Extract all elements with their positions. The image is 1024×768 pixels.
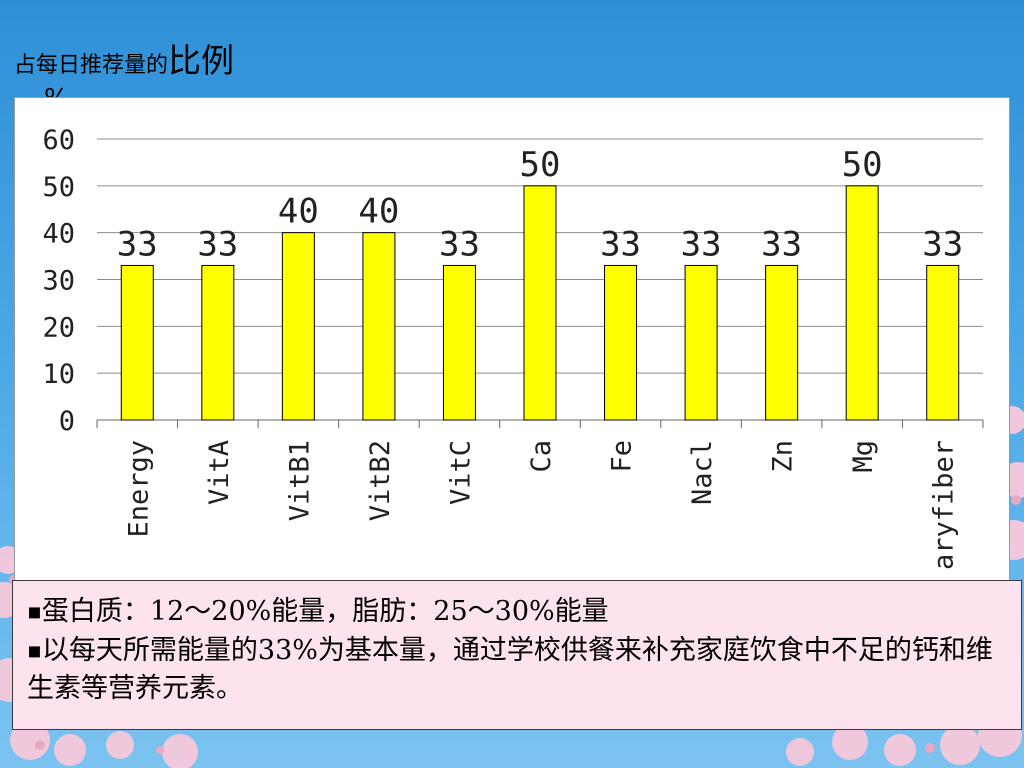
x-tick-label: VitA (204, 440, 235, 505)
note-text-protein: 蛋白质：12～20%能量，脂肪：25～30%能量 (41, 596, 609, 627)
y-tick-label: 40 (42, 219, 75, 250)
data-label: 33 (600, 224, 641, 264)
x-tick-label: Mg (848, 440, 879, 473)
bar (765, 264, 799, 421)
x-tick-label: Ca (526, 440, 557, 473)
y-tick-label: 10 (42, 359, 75, 390)
x-tick-label: Fe (607, 440, 638, 473)
chart-title-big: 比例 (168, 41, 235, 80)
y-tick-label: 20 (42, 312, 75, 343)
bar (523, 185, 557, 421)
x-tick-label: VitC (445, 440, 476, 505)
bar (442, 264, 476, 421)
bullet-icon: ▪ (27, 599, 42, 625)
x-tick-label: VitB2 (365, 440, 396, 521)
data-label: 50 (842, 145, 883, 185)
note-box: ▪蛋白质：12～20%能量，脂肪：25～30%能量 ▪以每天所需能量的33%为基… (12, 580, 1022, 730)
x-tick-label: Energy (123, 440, 154, 538)
data-label: 40 (358, 192, 399, 232)
bar (926, 264, 960, 421)
bar-chart: 0 10 20 30 40 50 60 33 Energy 33 VitA 40 VitB1 40 VitB… (42, 125, 984, 570)
data-label: 33 (439, 224, 480, 264)
bar (281, 232, 315, 421)
data-label: 33 (761, 224, 802, 264)
y-tick-label: 30 (42, 266, 75, 297)
data-label: 50 (520, 145, 561, 185)
note-line-lunch: ▪以每天所需能量的33%为基本量，通过学校供餐来补充家庭饮食中不足的钙和维生素等… (27, 632, 1011, 709)
bar (201, 264, 235, 421)
x-tick-label: Zn (768, 440, 799, 473)
chart-title-small: 占每日推荐量的 (14, 53, 169, 78)
bar-chart-panel: 0 10 20 30 40 50 60 33 Energy 33 VitA 40 VitB1 40 VitB… (14, 97, 1010, 582)
data-label: 40 (278, 192, 319, 232)
chart-title: 占每日推荐量的比例 (14, 34, 234, 82)
x-tick-label: VitB1 (284, 440, 315, 521)
x-tick-label: Nacl (687, 440, 718, 505)
bullet-icon: ▪ (27, 638, 42, 663)
bar (362, 232, 396, 421)
data-label: 33 (681, 224, 722, 264)
y-tick-label: 60 (42, 125, 75, 156)
bar (604, 264, 638, 421)
bar (845, 185, 879, 421)
note-text-lunch: 以每天所需能量的33%为基本量，通过学校供餐来补充家庭饮食中不足的钙和维生素等营… (27, 634, 993, 705)
data-label: 33 (922, 224, 963, 264)
y-tick-label: 50 (42, 172, 75, 203)
x-tick-label: aryfiber (929, 440, 960, 570)
bar (684, 264, 718, 421)
y-tick-label: 0 (59, 406, 75, 437)
note-line-protein: ▪蛋白质：12～20%能量，脂肪：25～30%能量 (27, 593, 1011, 632)
data-label: 33 (197, 224, 238, 264)
data-label: 33 (117, 224, 158, 264)
bar (120, 264, 154, 421)
